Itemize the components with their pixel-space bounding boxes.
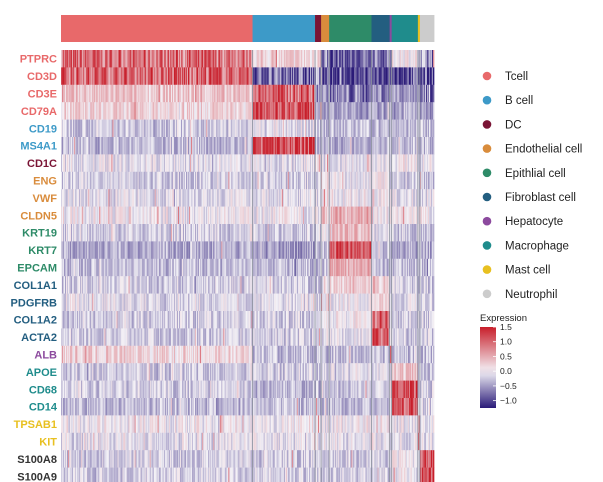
- heatmap-row-tpsab1: [61, 415, 435, 434]
- gene-label-apoe: APOE: [26, 367, 57, 379]
- cluster-separators: [252, 50, 421, 482]
- annotation-segment-fibroblast-cell: [371, 15, 391, 42]
- legend-swatch-mast-cell: [482, 265, 492, 274]
- gene-label-cd19: CD19: [29, 123, 57, 135]
- annotation-segment-dc: [315, 15, 322, 42]
- gene-label-cd3d: CD3D: [27, 71, 57, 83]
- expression-scale-tick: 1.0: [500, 337, 512, 347]
- heatmap-row-ms4a1: [61, 137, 435, 155]
- gene-label-acta2: ACTA2: [21, 332, 57, 344]
- heatmap-row-apoe: [61, 363, 435, 381]
- legend-label-macrophage: Macrophage: [505, 240, 569, 252]
- gene-label-vwf: VWF: [33, 193, 58, 205]
- heatmap-row-ptprc: [61, 50, 435, 68]
- heatmap-row-cd14: [61, 398, 435, 416]
- gene-label-krt7: KRT7: [28, 245, 57, 257]
- annotation-segment-mast-cell: [417, 15, 421, 42]
- legend-swatch-hepatocyte: [482, 216, 492, 226]
- gene-label-alb: ALB: [34, 350, 57, 362]
- annotation-segment-hepatocyte: [389, 15, 393, 42]
- heatmap-row-cd19: [61, 119, 435, 138]
- expression-scale-tick: 0.5: [500, 351, 512, 361]
- legend-label-dc: DC: [505, 119, 522, 131]
- heatmap-row-krt7: [61, 241, 435, 260]
- gene-label-pdgfrb: PDGFRB: [11, 297, 58, 309]
- legend-label-b-cell: B cell: [505, 95, 533, 107]
- gene-label-s100a8: S100A8: [17, 454, 57, 466]
- heatmap-row-kit: [61, 432, 435, 451]
- legend-swatch-epithlial-cell: [482, 168, 492, 178]
- legend-swatch-b-cell: [482, 95, 492, 105]
- annotation-segment-epithlial-cell: [329, 15, 372, 42]
- cell-type-legend: Tcell B cell DC Endothelial cell Epithlial c…: [482, 71, 582, 301]
- heatmap-row-s100a9: [61, 467, 435, 482]
- legend-swatch-macrophage: [482, 241, 492, 250]
- heatmap-row-krt19: [61, 224, 435, 242]
- gene-label-col1a1: COL1A1: [14, 280, 57, 292]
- heatmap-body: [61, 50, 435, 482]
- expression-scale-tick: −0.5: [500, 381, 517, 391]
- gene-label-krt19: KRT19: [22, 228, 57, 240]
- heatmap-row-col1a1: [61, 276, 435, 294]
- gene-label-cd1c: CD1C: [27, 158, 57, 170]
- expression-color-scale: Expression 1.5 1.0 0.5 0.0 −0.5 −1.0: [480, 313, 527, 408]
- gene-label-eng: ENG: [33, 176, 57, 188]
- heatmap-row-pdgfrb: [61, 293, 435, 312]
- gene-label-ptprc: PTPRC: [20, 54, 57, 66]
- expression-scale-tick: −1.0: [500, 396, 517, 406]
- heatmap-row-cd1c: [61, 154, 435, 173]
- heatmap-row-epcam: [61, 258, 435, 277]
- annotation-segment-macrophage: [391, 15, 419, 42]
- gene-label-cd14: CD14: [29, 402, 58, 414]
- expression-scale-title: Expression: [480, 313, 527, 324]
- gene-label-cd79a: CD79A: [21, 106, 57, 118]
- heatmap-row-vwf: [61, 189, 435, 207]
- gene-label-tpsab1: TPSAB1: [14, 419, 57, 431]
- legend-label-tcell: Tcell: [505, 71, 528, 83]
- expression-scale-tick: 1.5: [500, 322, 512, 332]
- expression-scale-tick: 0.0: [500, 366, 512, 376]
- gene-label-cd68: CD68: [29, 384, 57, 396]
- legend-label-neutrophil: Neutrophil: [505, 289, 557, 301]
- legend-label-epithlial-cell: Epithlial cell: [505, 168, 566, 180]
- expression-scale-bar: [480, 327, 496, 408]
- annotation-segment-b-cell: [252, 15, 316, 42]
- gene-label-kit: KIT: [39, 437, 57, 449]
- heatmap-row-cd3e: [61, 84, 435, 103]
- annotation-segment-tcell: [61, 15, 253, 42]
- heatmap-row-cldn5: [61, 206, 435, 225]
- annotation-segment-endothelial-cell: [321, 15, 330, 42]
- legend-swatch-tcell: [482, 71, 492, 81]
- legend-label-hepatocyte: Hepatocyte: [505, 216, 563, 228]
- gene-label-col1a2: COL1A2: [14, 315, 57, 327]
- heatmap-row-cd3d: [61, 67, 435, 86]
- gene-label-ms4a1: MS4A1: [20, 141, 57, 153]
- gene-labels: PTPRC CD3D CD3E CD79A CD19 MS4A1 CD1C ENG VWF CLD…: [11, 54, 58, 482]
- legend-swatch-fibroblast-cell: [482, 192, 492, 202]
- heatmap-row-acta2: [61, 328, 435, 347]
- gene-label-cd3e: CD3E: [28, 89, 57, 101]
- cell-type-annotation-bar: [61, 15, 435, 42]
- heatmap-row-cd79a: [61, 102, 435, 120]
- legend-label-fibroblast-cell: Fibroblast cell: [505, 192, 576, 204]
- gene-label-s100a9: S100A9: [17, 471, 57, 482]
- legend-label-mast-cell: Mast cell: [505, 265, 550, 277]
- heatmap-row-s100a8: [61, 450, 435, 468]
- gene-label-cldn5: CLDN5: [20, 210, 57, 222]
- annotation-segment-neutrophil: [419, 15, 435, 42]
- gene-label-epcam: EPCAM: [17, 263, 57, 275]
- legend-label-endothelial-cell: Endothelial cell: [505, 144, 582, 156]
- heatmap-row-alb: [61, 345, 435, 364]
- legend-swatch-neutrophil: [482, 289, 492, 299]
- heatmap-row-eng: [61, 171, 435, 190]
- legend-swatch-endothelial-cell: [482, 144, 492, 153]
- legend-swatch-dc: [482, 120, 492, 129]
- heatmap-row-cd68: [61, 380, 435, 399]
- heatmap-row-col1a2: [61, 311, 435, 329]
